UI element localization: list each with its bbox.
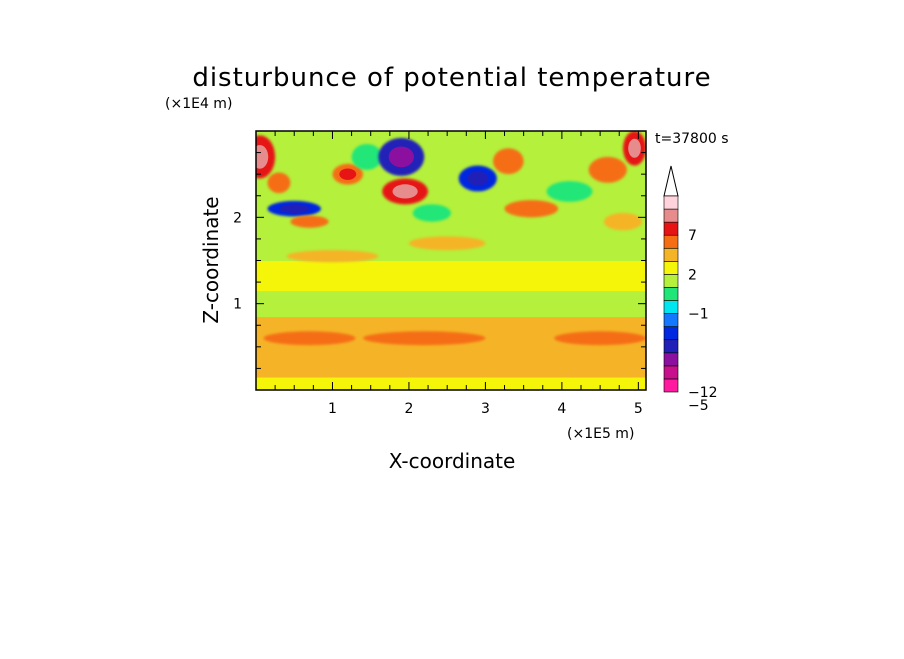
y-tick-label: 1	[233, 297, 242, 313]
x-tick-label: 2	[404, 401, 413, 417]
field-cell-1	[267, 172, 291, 194]
colorbar-swatch	[663, 365, 679, 380]
plot-area: 1 2 3 4 5 1 2	[233, 130, 647, 417]
colorbar-swatch	[663, 287, 679, 301]
colorbar-swatch	[663, 208, 679, 223]
x-tick-label: 5	[634, 401, 643, 417]
colorbar-label: −1	[688, 307, 709, 323]
field-cell-core-9	[467, 171, 489, 186]
field-band-2	[256, 290, 646, 318]
y-axis-label: Z-coordinate	[199, 196, 223, 323]
field-cell-core-0	[256, 145, 269, 169]
field-cell-core-14	[628, 138, 641, 158]
colorbar-overflow-arrow	[663, 165, 679, 197]
field-cell-13	[588, 156, 627, 183]
colorbar-label: −5	[688, 398, 709, 414]
colorbar-swatch	[663, 378, 679, 393]
x-axis-label: X-coordinate	[389, 449, 516, 473]
x-tick-label: 4	[557, 401, 566, 417]
field-band-3	[256, 260, 646, 292]
field-cell-core-4	[339, 168, 357, 180]
field-cell-18	[363, 331, 486, 346]
field-cell-17	[286, 250, 379, 263]
colorbar-swatch	[663, 261, 679, 275]
field-cell-12	[546, 181, 593, 202]
colorbar-swatch	[663, 195, 679, 210]
colorbar-label: −12	[688, 385, 718, 401]
field-cell-10	[493, 148, 524, 175]
colorbar-swatch	[663, 221, 679, 236]
x-unit-label: (×1E5 m)	[567, 426, 634, 442]
field-cell-11	[504, 200, 559, 218]
field-cell-8	[412, 204, 451, 222]
chart-title: disturbunce of potential temperature	[192, 63, 711, 93]
colorbar-swatch	[663, 300, 679, 314]
time-label: t=37800 s	[655, 131, 729, 147]
field-cell-5	[351, 143, 383, 170]
field-cell-core-6	[388, 146, 414, 168]
field-cell-20	[263, 331, 356, 346]
colorbar-swatch	[663, 234, 679, 249]
field-band-1	[256, 316, 646, 378]
colorbar-swatch	[663, 326, 679, 341]
field-band-0	[256, 377, 646, 390]
x-tick-label: 1	[328, 401, 337, 417]
colorbar-label: 2	[688, 267, 697, 283]
colorbar-swatch	[663, 352, 679, 367]
x-tick-label: 3	[481, 401, 490, 417]
field-cell-core-7	[392, 184, 418, 199]
field-cell-15	[603, 213, 643, 231]
field-cell-19	[554, 331, 646, 346]
colorbar-swatch	[663, 313, 679, 327]
y-unit-label: (×1E4 m)	[165, 96, 232, 112]
colorbar-swatch	[663, 339, 679, 354]
y-tick-label: 2	[233, 210, 242, 226]
colorbar: 7 2 −1 −5−12	[663, 165, 718, 414]
colorbar-swatch	[663, 274, 679, 288]
field-cell-3	[290, 215, 329, 228]
field-cell-16	[408, 236, 486, 251]
colorbar-label: 7	[688, 228, 697, 244]
field-cell-core-2	[279, 204, 309, 213]
colorbar-swatch	[663, 247, 679, 262]
